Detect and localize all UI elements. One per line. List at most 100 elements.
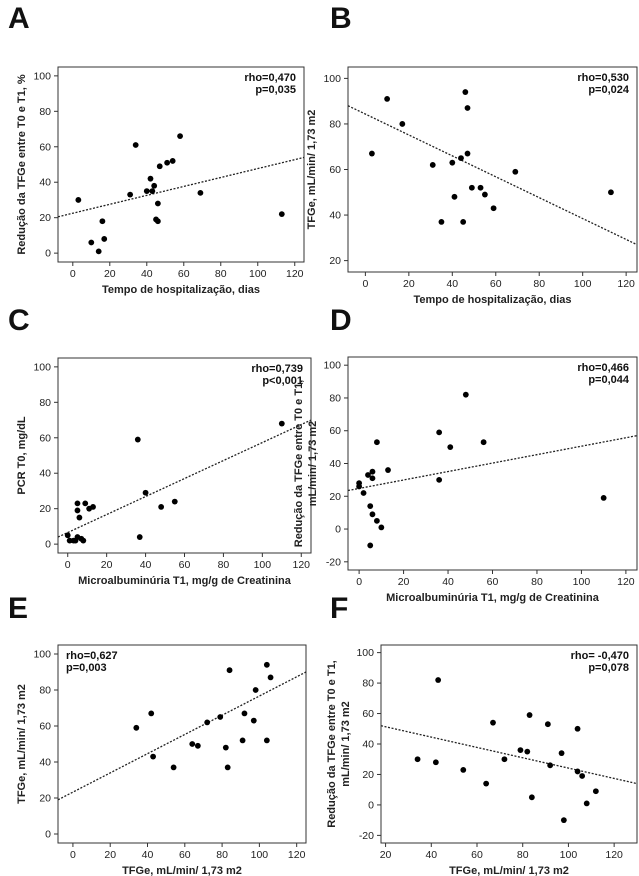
y-axis-label: mL/min/ 1,73 m2 — [307, 421, 319, 507]
data-point — [367, 542, 374, 549]
data-point — [462, 391, 469, 398]
x-axis-label: Tempo de hospitalização, dias — [413, 294, 571, 306]
stat-text: p=0,078 — [588, 662, 629, 674]
x-tick-label: 120 — [617, 278, 635, 290]
stat-text: rho=0,470 — [244, 72, 296, 84]
data-point — [462, 89, 469, 95]
data-point — [432, 759, 439, 766]
data-point — [127, 191, 134, 198]
x-tick-label: 40 — [442, 576, 454, 588]
x-tick-label: 120 — [288, 849, 306, 861]
data-point — [197, 189, 204, 196]
data-point — [356, 480, 363, 487]
x-tick-label: 20 — [398, 576, 410, 588]
data-point — [480, 439, 487, 446]
data-point — [526, 712, 533, 718]
data-point — [451, 193, 458, 200]
panel-c: C 0 20 40 60 80 100 120 0 20 40 60 80 100 Microalbumin… — [8, 304, 312, 587]
plot-frame — [347, 66, 638, 273]
y-tick-label: 20 — [329, 491, 341, 503]
x-tick-label: 20 — [403, 278, 415, 290]
x-tick-label: 20 — [380, 849, 392, 861]
x-axis-label: TFGe, mL/min/ 1,73 m2 — [122, 865, 242, 876]
x-tick-label: 80 — [531, 576, 543, 588]
data-point — [436, 429, 443, 436]
data-point — [226, 667, 233, 674]
y-tick-label: 20 — [329, 255, 341, 267]
x-tick-label: 100 — [249, 268, 267, 280]
x-tick-label: 60 — [178, 268, 190, 280]
y-tick-label: 20 — [362, 769, 374, 781]
data-point — [147, 175, 154, 182]
x-tick-label: 40 — [446, 278, 458, 290]
x-tick-label: 100 — [560, 849, 578, 861]
regression-line — [58, 671, 306, 801]
x-tick-label: 80 — [216, 849, 228, 861]
data-point — [583, 800, 590, 807]
data-point — [360, 490, 367, 496]
x-tick-label: 100 — [573, 576, 591, 588]
data-point — [142, 489, 149, 496]
x-axis-label: Microalbuminúria T1, mg/g de Creatinina — [386, 592, 600, 604]
data-point — [524, 748, 531, 755]
y-tick-label: 100 — [323, 73, 341, 85]
panel-letter: F — [330, 592, 348, 625]
stat-text: p=0,024 — [588, 84, 630, 96]
data-point — [374, 439, 380, 446]
data-point — [385, 467, 391, 473]
y-tick-label: 80 — [39, 397, 51, 409]
data-point — [512, 168, 519, 175]
y-axis-label: mL/min/ 1,73 m2 — [340, 701, 352, 787]
data-point — [164, 159, 171, 166]
data-point — [399, 121, 406, 127]
x-tick-label: 20 — [104, 849, 116, 861]
data-point — [267, 674, 274, 681]
data-point — [90, 504, 96, 510]
y-tick-label: 80 — [362, 678, 374, 690]
data-point — [278, 420, 285, 427]
stat-text: p=0,003 — [66, 662, 107, 674]
x-tick-label: 100 — [251, 849, 269, 861]
data-point — [438, 218, 445, 225]
data-point — [468, 184, 475, 191]
data-point — [64, 532, 71, 539]
data-point — [574, 768, 581, 775]
data-point — [149, 188, 156, 194]
data-point — [367, 503, 374, 509]
y-tick-label: 40 — [39, 757, 51, 769]
panel-e: E 0 20 40 60 80 100 120 0 20 40 60 80 100 TFGe, mL/min… — [8, 592, 307, 876]
data-point — [458, 155, 464, 162]
data-point — [483, 780, 490, 787]
data-point — [74, 500, 81, 507]
x-tick-label: 60 — [179, 559, 191, 571]
data-point — [252, 687, 259, 693]
stat-text: rho=0,739 — [251, 363, 303, 375]
data-point — [82, 500, 89, 507]
data-point — [156, 163, 163, 170]
data-point — [76, 514, 83, 521]
data-point — [143, 188, 150, 194]
y-tick-label: 0 — [45, 248, 51, 260]
data-point — [222, 744, 229, 751]
stat-text: p=0,044 — [588, 374, 630, 386]
plot-frame — [347, 356, 638, 571]
panel-f: F 20 40 60 80 100 120 -20 0 20 40 60 80 100 TFGe, mL/m… — [326, 592, 638, 876]
data-point — [481, 191, 488, 198]
x-tick-label: 60 — [490, 278, 502, 290]
y-tick-label: 60 — [329, 425, 341, 437]
data-point — [447, 444, 454, 451]
panel-letter: E — [8, 592, 28, 625]
y-tick-label: 40 — [362, 739, 374, 751]
x-axis-label: Tempo de hospitalização, dias — [102, 284, 260, 296]
x-tick-label: 100 — [254, 559, 272, 571]
data-point — [435, 677, 442, 683]
y-tick-label: 20 — [39, 212, 51, 224]
y-axis-label: Redução da TFGe entre T0 e T1, — [326, 660, 338, 828]
data-point — [369, 511, 376, 518]
data-point — [148, 710, 155, 717]
regression-line — [381, 725, 637, 785]
data-point — [263, 661, 270, 668]
x-tick-label: 40 — [140, 559, 152, 571]
stat-text: rho=0,627 — [66, 650, 118, 662]
